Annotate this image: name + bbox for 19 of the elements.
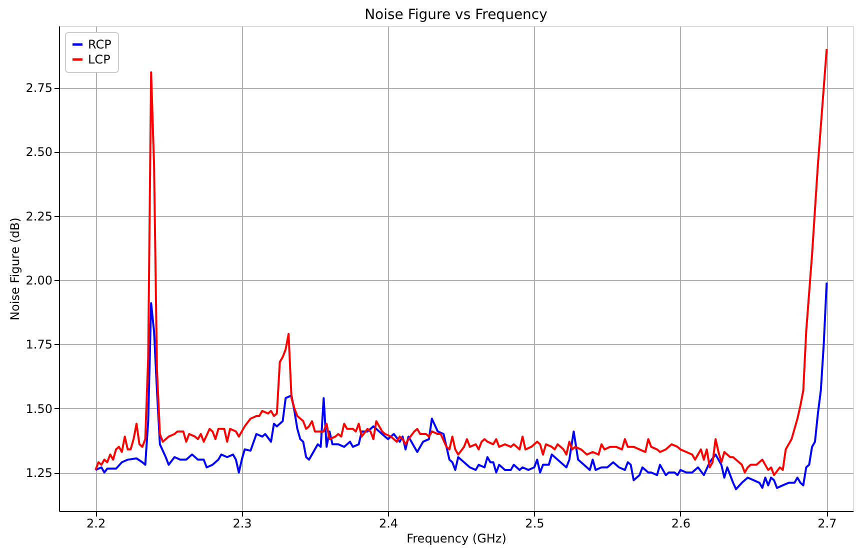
x-tick-label: 2.4 xyxy=(378,516,398,530)
x-tick-label: 2.6 xyxy=(671,516,690,530)
y-tick-label: 1.75 xyxy=(26,338,52,352)
x-tick-label: 2.5 xyxy=(525,516,544,530)
y-tick-label: 1.25 xyxy=(26,466,52,480)
chart-title: Noise Figure vs Frequency xyxy=(364,7,548,23)
y-tick-label: 2.00 xyxy=(26,274,52,288)
legend-label: LCP xyxy=(88,52,110,66)
x-tick-label: 2.2 xyxy=(86,516,106,530)
y-tick-label: 2.75 xyxy=(26,81,52,96)
x-axis-title: Frequency (GHz) xyxy=(406,532,506,546)
y-axis-title: Noise Figure (dB) xyxy=(8,218,22,320)
x-tick-label: 2.7 xyxy=(818,516,837,530)
x-tick-label: 2.3 xyxy=(232,516,252,530)
y-tick-label: 2.50 xyxy=(26,145,52,160)
y-tick-label: 2.25 xyxy=(26,209,52,224)
legend-label: RCP xyxy=(88,38,112,52)
y-tick-label: 1.50 xyxy=(26,402,52,416)
line-series xyxy=(94,282,828,490)
